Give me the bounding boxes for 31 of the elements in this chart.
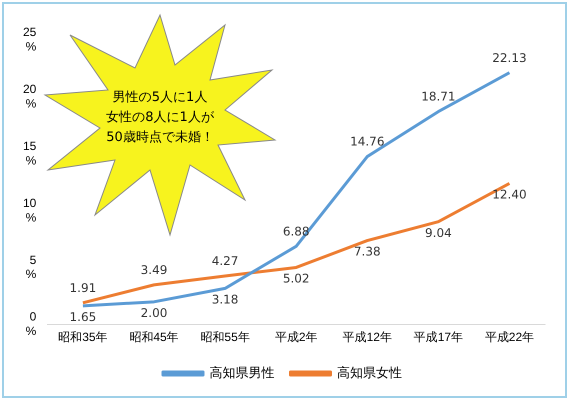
x-tick-label: 昭和35年: [58, 330, 108, 344]
y-tick-label: 5 %: [26, 252, 37, 282]
legend-label: 高知県女性: [337, 365, 402, 380]
annotation: 女性の8人に1人が: [106, 110, 214, 125]
y-tick-label: 25 %: [22, 25, 37, 54]
y-tick-label: 0 %: [26, 310, 37, 338]
data-label: 22.13: [492, 50, 527, 65]
data-label: 2.00: [140, 306, 168, 320]
data-label: 9.04: [425, 226, 452, 240]
y-tick-label: 20 %: [22, 82, 37, 110]
y-tick-label: 10 %: [22, 196, 37, 224]
data-label: 12.40: [492, 188, 527, 202]
data-label: 1.65: [70, 310, 96, 324]
data-label: 14.76: [350, 134, 384, 149]
data-label: 7.38: [354, 244, 381, 259]
data-label: 3.49: [140, 262, 168, 277]
data-label: 5.02: [282, 272, 310, 286]
x-tick-label: 平成22年: [484, 330, 534, 344]
x-tick-label: 平成12年: [342, 330, 392, 344]
annotation: 男性の5人に1人: [112, 90, 208, 105]
legend-label: 高知県男性: [210, 365, 274, 380]
x-tick-label: 平成17年: [414, 330, 464, 344]
data-label: 1.91: [70, 280, 96, 295]
data-label: 18.71: [421, 90, 456, 104]
annotation: 50歳時点で未婚！: [106, 130, 214, 145]
x-tick-label: 昭和45年: [129, 330, 179, 344]
data-label: 4.27: [212, 254, 238, 268]
x-tick-label: 昭和55年: [200, 330, 250, 344]
x-tick-label: 平成2年: [274, 330, 318, 344]
y-tick-label: 15 %: [22, 138, 37, 168]
data-label: 3.18: [212, 292, 238, 307]
